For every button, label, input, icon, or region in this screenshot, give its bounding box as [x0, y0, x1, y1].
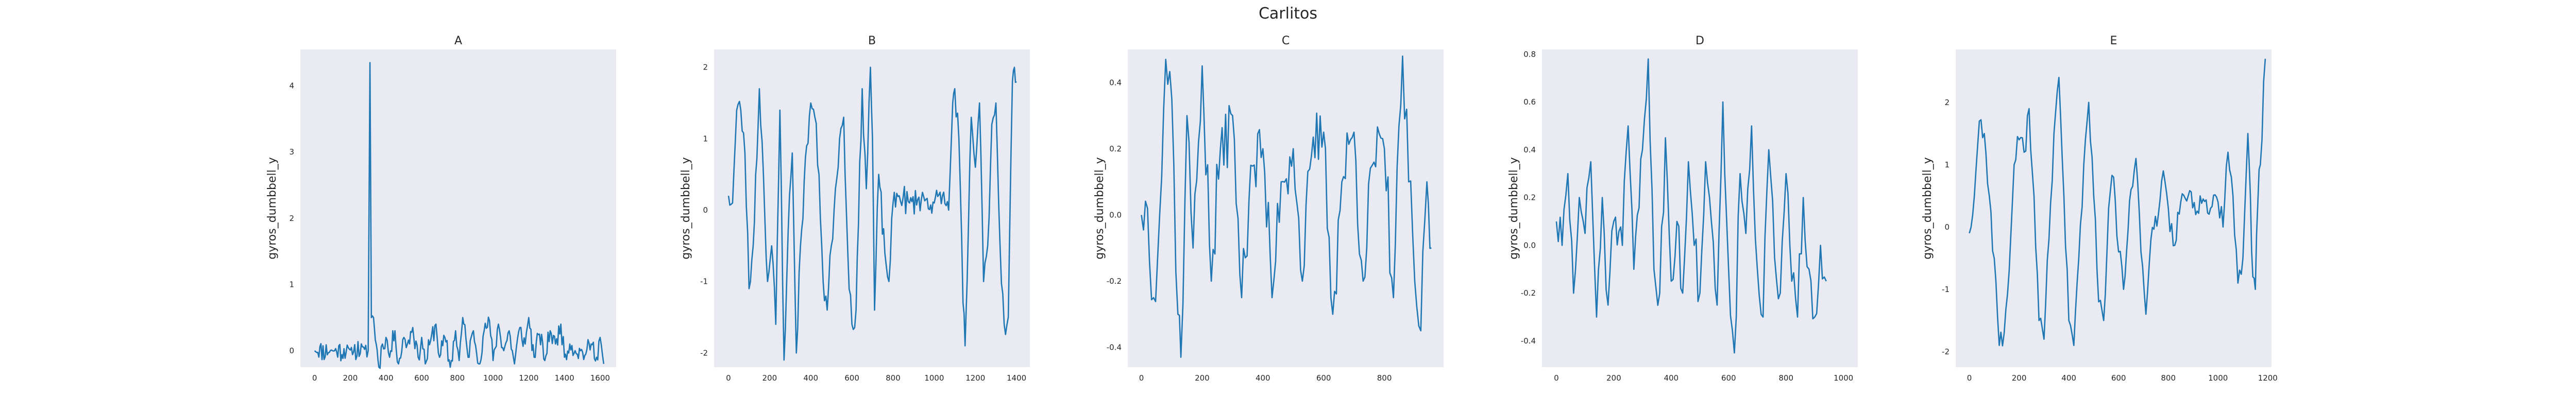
- y-tick-label: 2: [1944, 98, 1950, 107]
- y-tick-label: 0: [289, 346, 294, 355]
- x-tick-label: 0: [1139, 373, 1144, 383]
- x-tick-label: 1200: [519, 373, 538, 383]
- x-tick-label: 1600: [590, 373, 610, 383]
- x-tick-label: 800: [2161, 373, 2176, 383]
- x-tick-label: 800: [1377, 373, 1392, 383]
- x-tick-label: 0: [312, 373, 317, 383]
- x-tick-label: 800: [886, 373, 901, 383]
- figure-title: Carlitos: [1259, 5, 1317, 23]
- x-tick-label: 1200: [965, 373, 985, 383]
- y-tick-label: -1: [1942, 285, 1950, 294]
- y-tick-label: -2: [700, 348, 708, 357]
- x-tick-label: 1000: [1834, 373, 1853, 383]
- plot-area: [1542, 49, 1858, 367]
- x-tick-label: 600: [844, 373, 859, 383]
- x-tick-label: 1000: [483, 373, 503, 383]
- x-tick-label: 0: [726, 373, 731, 383]
- y-tick-label: 2: [289, 214, 294, 223]
- series-line: [1141, 55, 1432, 358]
- y-axis-label: gyros_dumbbell_y: [1507, 157, 1520, 260]
- y-tick-label: 0.0: [1523, 241, 1536, 250]
- x-tick-label: 400: [1256, 373, 1270, 383]
- x-tick-label: 1400: [554, 373, 574, 383]
- subplot-title: A: [454, 35, 462, 47]
- y-tick-label: 0.2: [1523, 193, 1536, 202]
- subplot-title: E: [2110, 35, 2117, 47]
- y-tick-label: 0: [703, 205, 708, 215]
- x-tick-label: 1000: [924, 373, 944, 383]
- x-tick-label: 200: [1195, 373, 1210, 383]
- x-tick-label: 200: [343, 373, 358, 383]
- y-axis-label: gyros_dumbbell_y: [680, 157, 692, 260]
- x-tick-label: 200: [762, 373, 777, 383]
- y-tick-label: 0.4: [1523, 145, 1536, 154]
- y-tick-label: 0.2: [1109, 144, 1122, 153]
- y-tick-label: -1: [700, 277, 708, 286]
- y-tick-label: -0.2: [1521, 288, 1536, 298]
- x-tick-label: 600: [1316, 373, 1331, 383]
- subplot-title: B: [868, 35, 876, 47]
- x-tick-label: 600: [2111, 373, 2126, 383]
- x-tick-label: 0: [1967, 373, 1972, 383]
- x-tick-label: 1400: [1007, 373, 1026, 383]
- series-line: [1969, 59, 2266, 347]
- x-tick-label: 400: [1664, 373, 1679, 383]
- y-tick-label: -0.4: [1107, 342, 1122, 352]
- series-line: [727, 66, 1017, 361]
- x-tick-label: 200: [1606, 373, 1621, 383]
- y-axis-label: gyros_dumbbell_y: [1921, 157, 1934, 260]
- y-tick-label: 4: [289, 81, 294, 91]
- y-tick-label: -0.2: [1107, 277, 1122, 286]
- y-axis-label: gyros_dumbbell_y: [1093, 157, 1106, 260]
- series-line: [1555, 58, 1827, 354]
- x-tick-label: 600: [1721, 373, 1736, 383]
- x-tick-label: 400: [803, 373, 818, 383]
- y-tick-label: 0.4: [1109, 78, 1122, 87]
- x-tick-label: 800: [450, 373, 465, 383]
- y-tick-label: 0: [1944, 222, 1950, 232]
- y-tick-label: -2: [1942, 347, 1950, 356]
- y-tick-label: -0.4: [1521, 336, 1536, 346]
- y-axis-label: gyros_dumbbell_y: [266, 157, 279, 260]
- y-tick-label: 0.8: [1523, 49, 1536, 59]
- x-tick-label: 1000: [2208, 373, 2228, 383]
- plot-area: [1128, 49, 1444, 367]
- x-tick-label: 0: [1554, 373, 1559, 383]
- y-tick-label: 1: [289, 280, 294, 289]
- subplot-title: D: [1696, 35, 1704, 47]
- x-tick-label: 1200: [2258, 373, 2278, 383]
- x-tick-label: 400: [2061, 373, 2076, 383]
- x-tick-label: 400: [379, 373, 394, 383]
- y-tick-label: 3: [289, 147, 294, 157]
- y-tick-label: 0.6: [1523, 97, 1536, 107]
- subplot-title: C: [1282, 35, 1290, 47]
- y-tick-label: 2: [703, 63, 708, 72]
- y-tick-label: 0.0: [1109, 210, 1122, 219]
- y-tick-label: 1: [1944, 160, 1950, 169]
- x-tick-label: 200: [2012, 373, 2027, 383]
- x-tick-label: 600: [414, 373, 429, 383]
- series-line: [314, 62, 605, 369]
- plot-area: [300, 49, 616, 367]
- y-tick-label: 1: [703, 134, 708, 143]
- x-tick-label: 800: [1778, 373, 1793, 383]
